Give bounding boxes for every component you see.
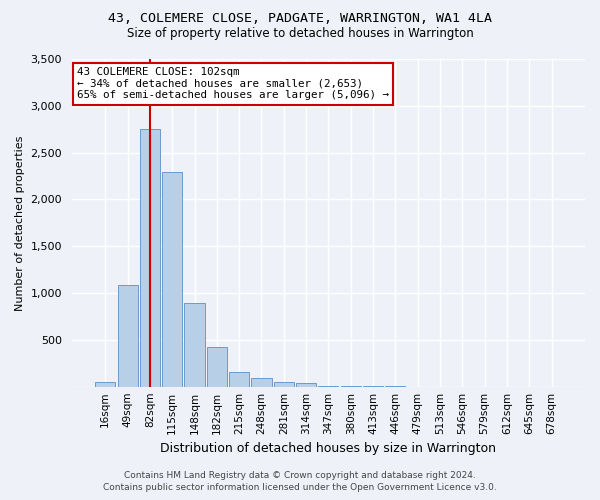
Text: 43, COLEMERE CLOSE, PADGATE, WARRINGTON, WA1 4LA: 43, COLEMERE CLOSE, PADGATE, WARRINGTON,… xyxy=(108,12,492,26)
Bar xyxy=(95,382,115,386)
Bar xyxy=(296,383,316,386)
Bar xyxy=(251,378,272,386)
Bar xyxy=(274,382,294,386)
Bar xyxy=(229,372,249,386)
Y-axis label: Number of detached properties: Number of detached properties xyxy=(15,135,25,310)
X-axis label: Distribution of detached houses by size in Warrington: Distribution of detached houses by size … xyxy=(160,442,496,455)
Text: Size of property relative to detached houses in Warrington: Size of property relative to detached ho… xyxy=(127,28,473,40)
Bar xyxy=(162,172,182,386)
Bar xyxy=(140,129,160,386)
Text: 43 COLEMERE CLOSE: 102sqm
← 34% of detached houses are smaller (2,653)
65% of se: 43 COLEMERE CLOSE: 102sqm ← 34% of detac… xyxy=(77,67,389,100)
Text: Contains HM Land Registry data © Crown copyright and database right 2024.
Contai: Contains HM Land Registry data © Crown c… xyxy=(103,471,497,492)
Bar xyxy=(184,304,205,386)
Bar xyxy=(207,348,227,387)
Bar xyxy=(118,284,137,386)
